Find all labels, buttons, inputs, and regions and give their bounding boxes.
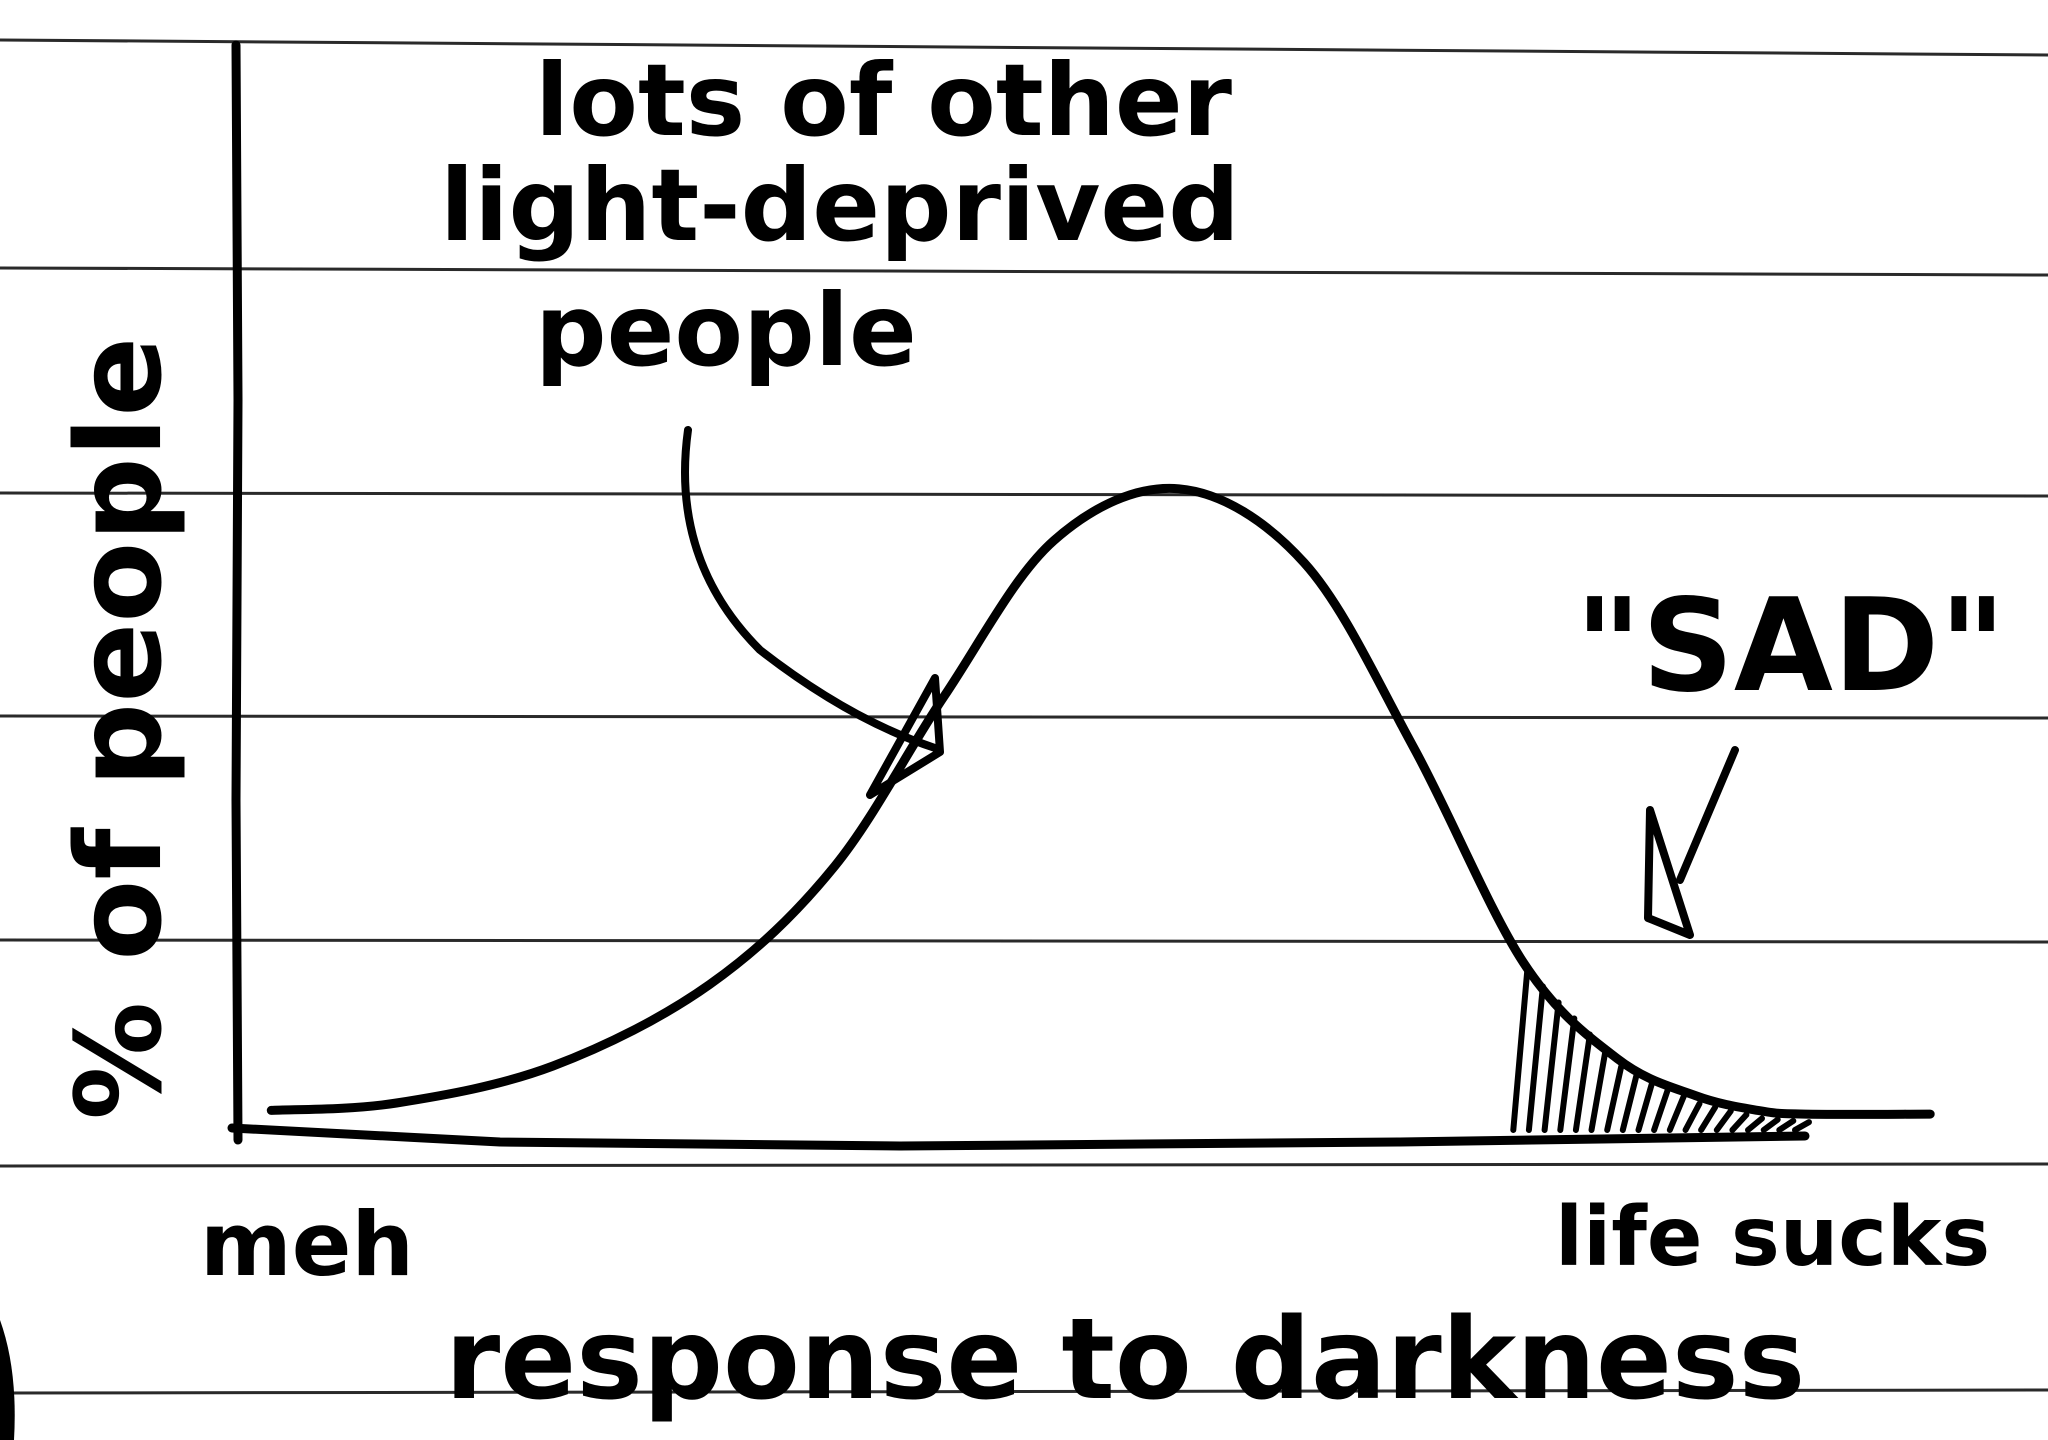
sad-tail-shading: [1510, 967, 1812, 1133]
shading-hatch-line: [1792, 1119, 1812, 1133]
ruling-line: [0, 491, 2048, 498]
shading-hatch-line: [1525, 983, 1546, 1133]
shading-hatch-line: [1541, 999, 1562, 1133]
shading-hatch-line: [1760, 1116, 1781, 1133]
ruling-line: [0, 714, 2048, 720]
x-tick-label-left: meh: [200, 1193, 414, 1296]
sad-annotation: "SAD": [1575, 572, 2006, 721]
page-shadow: [0, 1320, 15, 1440]
ruling-line: [0, 1388, 2048, 1395]
shading-hatch-line: [1666, 1093, 1687, 1133]
distribution-curve: [266, 483, 1935, 1119]
shading-hatch-line: [1698, 1104, 1719, 1133]
majority-arrow: [681, 426, 944, 799]
x-tick-label-right: life sucks: [1555, 1190, 1990, 1285]
ruling-line: [0, 38, 2048, 57]
shading-hatch-line: [1713, 1108, 1734, 1133]
shading-hatch-line: [1588, 1047, 1609, 1133]
ruling-line: [0, 938, 2048, 944]
shading-hatch-line: [1776, 1117, 1797, 1133]
majority-annotation-line-1: lots of other: [535, 42, 1233, 159]
shading-hatch-line: [1682, 1100, 1703, 1133]
y-axis: [231, 40, 243, 1145]
shading-hatch-line: [1619, 1071, 1640, 1133]
majority-annotation-line-2: light-deprived: [440, 147, 1240, 264]
shading-hatch-line: [1635, 1078, 1656, 1133]
y-axis-label: % of people: [50, 337, 188, 1120]
ruling-line: [0, 266, 2048, 277]
shading-hatch-line: [1745, 1115, 1765, 1133]
majority-annotation-line-3: people: [535, 272, 917, 389]
x-axis: [227, 1123, 1810, 1151]
shading-hatch-line: [1557, 1015, 1578, 1133]
shading-hatch-line: [1604, 1063, 1625, 1133]
sad-arrow: [1644, 746, 1739, 939]
shading-hatch-line: [1729, 1111, 1750, 1133]
notebook-lines: [0, 38, 2048, 1395]
shading-hatch-line: [1651, 1085, 1672, 1133]
shading-hatch-line: [1510, 967, 1531, 1133]
majority-annotation: lots of other light-deprived people: [440, 42, 1275, 389]
shading-hatch-line: [1572, 1031, 1593, 1133]
ruling-line: [0, 1162, 2048, 1168]
x-axis-label: response to darkness: [445, 1295, 1805, 1425]
